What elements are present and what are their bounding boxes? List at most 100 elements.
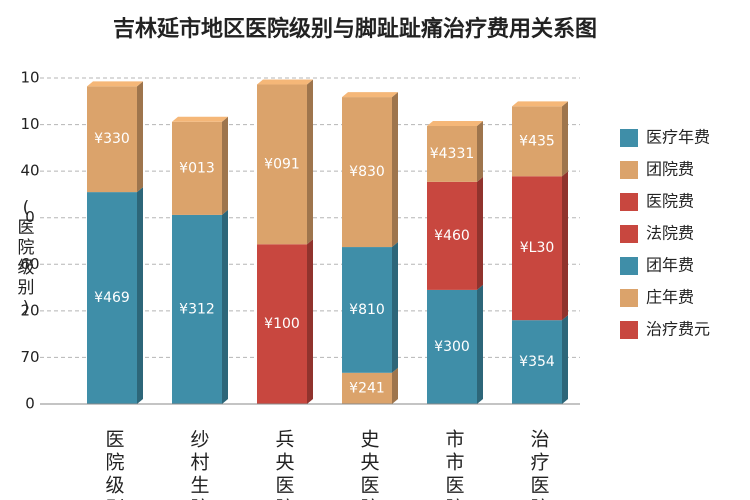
data-label: ¥354 [519,354,555,370]
data-label: ¥810 [349,302,385,318]
x-tick-label-char: 央 [360,452,379,474]
bar-side [222,209,228,404]
legend-swatch [620,257,638,275]
bar-top [512,101,568,107]
x-tick-label-char: 医 [105,429,124,451]
bar-top [257,79,313,85]
legend-label: 医疗年费 [646,128,710,147]
x-tick-label: 纱村生院 [190,429,209,500]
x-tick-label-char: 兵 [275,429,294,451]
y-tick-label: 10 [20,69,39,87]
bar-segment [512,106,562,177]
y-axis-label-char: 医 [18,218,35,238]
bar-side [137,187,143,404]
bar-side [477,176,483,290]
x-tick-label-char: 医 [445,475,464,497]
legend-label: 医院费 [646,192,694,211]
y-tick-label: 0 [25,395,35,413]
x-tick-label-char: 院 [190,498,209,500]
bar-side [307,239,313,404]
legend-swatch [620,161,638,179]
bar-top [87,81,143,87]
data-label: ¥100 [264,316,300,332]
bar-side [392,242,398,373]
x-tick-label-char: 别 [105,498,124,500]
x-tick-label-char: 生 [190,475,209,497]
x-tick-label-char: 疗 [530,452,549,474]
bar-side [392,92,398,248]
bar-side [562,101,568,177]
bar-side [137,81,143,193]
legend-swatch [620,225,638,243]
data-label: ¥460 [434,228,470,244]
data-label: ¥013 [179,160,215,176]
bar-top [342,92,398,98]
bar-segment [172,121,222,215]
x-tick-label: 治疗医院 [530,429,549,500]
chart-title: 吉林延市地区医院级别与脚趾趾痛治疗费用关系图 [113,16,597,42]
y-tick-label: 60 [20,255,39,273]
bar-segment [427,125,477,182]
data-label: ¥312 [179,301,215,317]
x-tick-label-char: 院 [360,498,379,500]
y-axis-label-char: 别 [18,278,35,298]
data-label: ¥830 [349,164,385,180]
bar-segment [427,289,477,404]
bar-side [477,284,483,404]
data-label: ¥330 [94,131,130,147]
x-tick-label-char: 医 [530,475,549,497]
y-axis-label-char: ( [23,198,30,218]
data-label: ¥435 [519,133,555,149]
x-tick-label-char: 院 [105,452,124,474]
data-label: ¥300 [434,339,470,355]
x-tick-label-char: 市 [445,429,464,451]
y-axis-label: (医院级别) [18,198,35,318]
bar-segment [512,176,562,321]
x-tick-label-char: 市 [445,452,464,474]
legend-swatch [620,321,638,339]
x-tick-label-char: 央 [275,452,294,474]
x-tick-label: 医院级别 [105,429,124,500]
x-tick-label: 史央医院 [360,429,379,500]
bar-segment [512,320,562,404]
y-tick-label: 10 [20,115,39,133]
x-tick-label-char: 治 [530,429,549,451]
y-tick-label: 0 [25,208,35,226]
data-label: ¥L30 [520,240,555,256]
x-tick-label: 兵央医院 [275,429,294,500]
bar-segment [257,244,307,404]
data-label: ¥091 [264,156,300,172]
bar-side [392,367,398,404]
x-tick-label-char: 院 [445,498,464,500]
bar-segment [172,214,222,404]
legend-label: 团院费 [646,160,694,179]
x-tick-label-char: 纱 [190,429,209,451]
bar-top [172,116,228,122]
bar-segment [87,86,137,193]
legend-swatch [620,193,638,211]
y-axis-label-char: 级 [18,258,35,278]
bar-segment [342,97,392,248]
legend-label: 治疗费元 [646,320,710,339]
x-tick-label: 市市医院 [445,429,464,500]
x-tick-label-char: 医 [275,475,294,497]
bar-side [477,120,483,182]
bar-segment [342,247,392,373]
bar-segment [257,84,307,245]
y-tick-label: 70 [20,348,39,366]
legend-label: 法院费 [646,224,694,243]
x-tick-label-char: 史 [360,429,379,451]
legend-swatch [620,289,638,307]
bar-segment [342,372,392,404]
x-tick-label-char: 医 [360,475,379,497]
y-axis-label-char: ) [23,298,30,318]
data-label: ¥241 [349,380,385,396]
bar-side [562,315,568,404]
legend-label: 团年费 [646,256,694,275]
y-tick-label: 40 [20,162,39,180]
bar-side [562,171,568,321]
bar-side [307,79,313,245]
x-tick-label-char: 院 [275,498,294,500]
y-tick-label: 20 [20,301,39,319]
